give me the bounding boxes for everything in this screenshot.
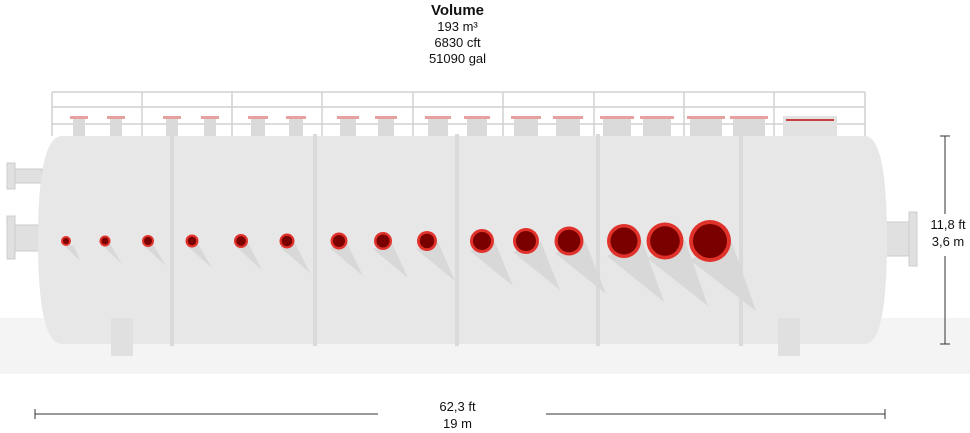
top-nozzle	[248, 116, 268, 136]
volume-m3: 193 m³	[437, 19, 478, 34]
side-opening	[279, 233, 310, 273]
side-opening	[330, 232, 363, 276]
top-nozzle	[687, 116, 725, 136]
side-opening	[607, 224, 664, 302]
top-nozzle	[553, 116, 583, 136]
stiffener-rings	[170, 134, 743, 346]
height-ft: 11,8 ft	[930, 217, 966, 232]
support-legs	[111, 318, 800, 356]
height-dimension-line	[940, 135, 950, 345]
right-nozzle	[882, 211, 918, 267]
side-openings	[61, 220, 756, 311]
length-m: 19 m	[443, 416, 472, 431]
top-nozzle	[730, 116, 768, 136]
top-nozzle	[337, 116, 359, 136]
side-opening	[61, 236, 80, 261]
volume-cft: 6830 cft	[434, 35, 481, 50]
side-opening	[99, 235, 122, 264]
top-nozzle	[464, 116, 490, 136]
length-dimension-line	[34, 409, 886, 419]
height-label: 11,8 ft 3,6 m	[926, 216, 970, 250]
support-leg-right	[778, 318, 800, 356]
volume-title: Volume	[430, 2, 485, 19]
volume-gal: 51090 gal	[428, 51, 487, 66]
height-m: 3,6 m	[931, 234, 965, 249]
volume-label: Volume 193 m³ 6830 cft 51090 gal	[0, 3, 915, 67]
top-nozzle	[375, 116, 397, 136]
tank-body	[38, 136, 887, 344]
side-opening	[373, 232, 408, 278]
top-nozzle	[425, 116, 451, 136]
top-nozzle	[286, 116, 306, 136]
side-opening	[646, 222, 708, 306]
side-opening	[470, 229, 513, 286]
side-opening	[234, 234, 262, 270]
top-nozzle	[511, 116, 541, 136]
top-nozzle	[163, 116, 181, 136]
side-opening	[142, 235, 166, 266]
top-nozzles	[70, 116, 837, 136]
support-leg-left	[111, 318, 133, 356]
top-nozzle	[107, 116, 125, 136]
handrail	[51, 91, 866, 136]
manhole	[783, 116, 837, 136]
side-opening	[513, 228, 560, 290]
top-nozzle	[70, 116, 88, 136]
left-nozzles	[6, 162, 43, 260]
length-ft: 62,3 ft	[439, 399, 476, 414]
top-nozzle	[600, 116, 634, 136]
length-label: 62,3 ft 19 m	[0, 398, 915, 432]
side-opening	[416, 231, 455, 281]
side-opening	[554, 226, 606, 294]
side-opening	[185, 234, 212, 268]
side-opening	[689, 220, 756, 311]
top-nozzle	[640, 116, 674, 136]
top-nozzle	[201, 116, 219, 136]
